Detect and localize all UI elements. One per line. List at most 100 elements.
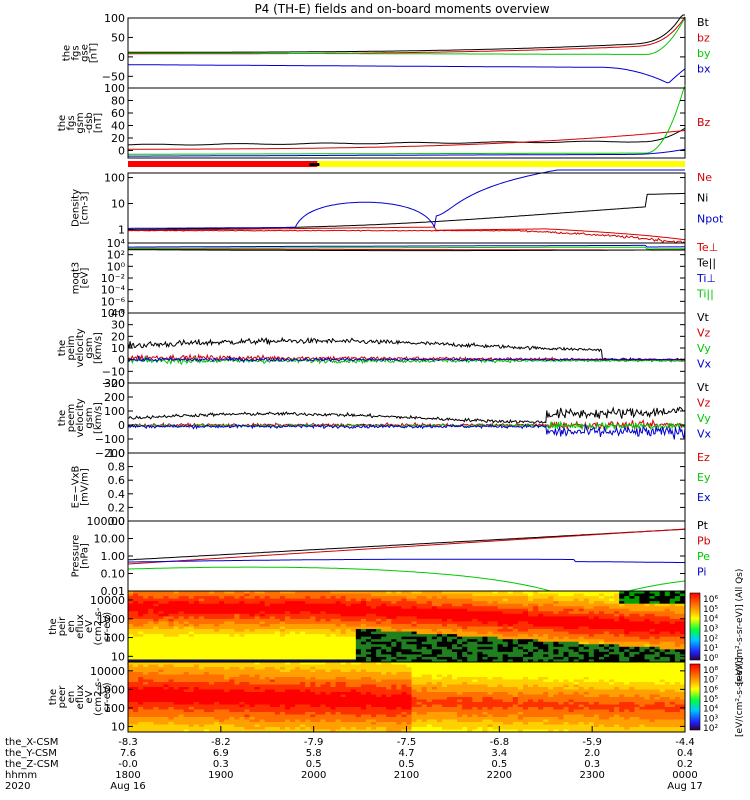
spectrogram-cell	[441, 656, 448, 660]
spectrogram-cell	[264, 687, 271, 690]
spectrogram-cell	[624, 659, 630, 663]
spectrogram-cell	[624, 606, 630, 610]
spectrogram-cell	[624, 644, 630, 648]
spectrogram-cell	[229, 699, 235, 703]
spectrogram-cell	[214, 656, 220, 660]
spectrogram-cell	[148, 724, 154, 728]
spectrogram-cell	[193, 644, 200, 648]
spectrogram-cell	[441, 611, 448, 615]
spectrogram-cell	[284, 603, 291, 607]
spectrogram-cell	[365, 593, 372, 597]
spectrogram-cell	[178, 644, 185, 648]
spectrogram-cell	[153, 641, 159, 645]
spectrogram-cell	[603, 613, 610, 617]
spectrogram-cell	[588, 626, 595, 630]
spectrogram-cell	[558, 616, 564, 620]
spectrogram-cell	[669, 641, 676, 645]
spectrogram-cell	[614, 646, 620, 650]
spectrogram-cell	[350, 699, 357, 703]
spectrogram-cell	[467, 629, 473, 632]
spectrogram-cell	[143, 687, 149, 690]
spectrogram-cell	[452, 631, 458, 635]
spectrogram-cell	[441, 613, 448, 617]
spectrogram-cell	[543, 591, 549, 594]
spectrogram-cell	[128, 623, 134, 627]
spectrogram-cell	[396, 689, 402, 693]
spectrogram-cell	[609, 646, 615, 650]
spectrogram-cell	[634, 593, 640, 597]
spectrogram-cell	[416, 634, 423, 638]
spectrogram-cell	[381, 724, 387, 728]
spectrogram-cell	[401, 682, 407, 685]
spectrogram-cell	[168, 694, 174, 698]
spectrogram-cell	[274, 659, 281, 663]
spectrogram-cell	[360, 634, 367, 638]
spectrogram-cell	[148, 669, 154, 673]
spectrogram-cell	[401, 603, 407, 607]
spectrogram-cell	[224, 631, 230, 635]
spectrogram-cell	[320, 702, 326, 705]
spectrogram-cell	[295, 654, 301, 658]
spectrogram-cell	[371, 674, 377, 678]
spectrogram-cell	[406, 593, 412, 597]
spectrogram-cell	[279, 729, 286, 733]
spectrogram-cell	[598, 621, 605, 625]
spectrogram-cell	[279, 616, 286, 620]
spectrogram-cell	[467, 601, 473, 605]
spectrogram-cell	[214, 611, 220, 615]
spectrogram-cell	[315, 712, 321, 715]
spectrogram-cell	[300, 651, 306, 655]
spectrogram-cell	[452, 651, 458, 655]
spectrogram-cell	[452, 603, 458, 607]
spectrogram-cell	[158, 593, 164, 597]
spectrogram-cell	[274, 618, 281, 622]
spectrogram-cell	[512, 626, 519, 630]
spectrogram-cell	[548, 616, 554, 620]
spectrogram-cell	[654, 636, 661, 640]
spectrogram-cell	[259, 729, 266, 733]
spectrogram-cell	[214, 639, 220, 643]
spectrogram-cell	[173, 636, 180, 640]
spectrogram-cell	[497, 618, 504, 622]
spectrogram-cell	[598, 608, 605, 612]
spectrogram-cell	[350, 714, 357, 718]
spectrogram-cell	[315, 724, 321, 728]
spectrogram-cell	[340, 684, 347, 688]
spectrogram-cell	[416, 727, 423, 730]
spectrogram-cell	[360, 646, 367, 650]
spectrogram-cell	[624, 636, 630, 640]
spectrogram-cell	[649, 656, 656, 660]
spectrogram-cell	[436, 613, 443, 617]
spectrogram-cell	[269, 662, 276, 665]
spectrogram-cell	[335, 623, 342, 627]
spectrogram-cell	[376, 641, 382, 645]
spectrogram-cell	[249, 629, 255, 632]
spectrogram-cell	[300, 714, 306, 718]
spectrogram-cell	[543, 654, 549, 658]
spectrogram-cell	[254, 709, 261, 713]
spectrogram-cell	[624, 591, 630, 594]
spectrogram-cell	[290, 591, 296, 594]
spectrogram-cell	[452, 649, 458, 653]
spectrogram-cell	[274, 601, 281, 605]
spectrogram-cell	[158, 704, 164, 708]
spectrogram-cell	[376, 626, 382, 630]
spectrogram-cell	[609, 616, 615, 620]
spectrogram-cell	[563, 608, 569, 612]
spectrogram-cell	[300, 623, 306, 627]
spectrogram-cell	[244, 714, 250, 718]
spectrogram-cell	[335, 603, 342, 607]
spectrogram-cell	[543, 646, 549, 650]
spectrogram-cell	[441, 603, 448, 607]
spectrogram-cell	[315, 689, 321, 693]
spectrogram-cell	[148, 684, 154, 688]
spectrogram-cell	[350, 722, 357, 725]
spectrogram-cell	[295, 591, 301, 594]
spectrogram-cell	[462, 603, 468, 607]
spectrogram-cell	[386, 699, 392, 703]
spectrogram-cell	[148, 598, 154, 602]
spectrogram-cell	[188, 611, 195, 615]
spectrogram-cell	[203, 634, 210, 638]
spectrogram-cell	[128, 603, 134, 607]
